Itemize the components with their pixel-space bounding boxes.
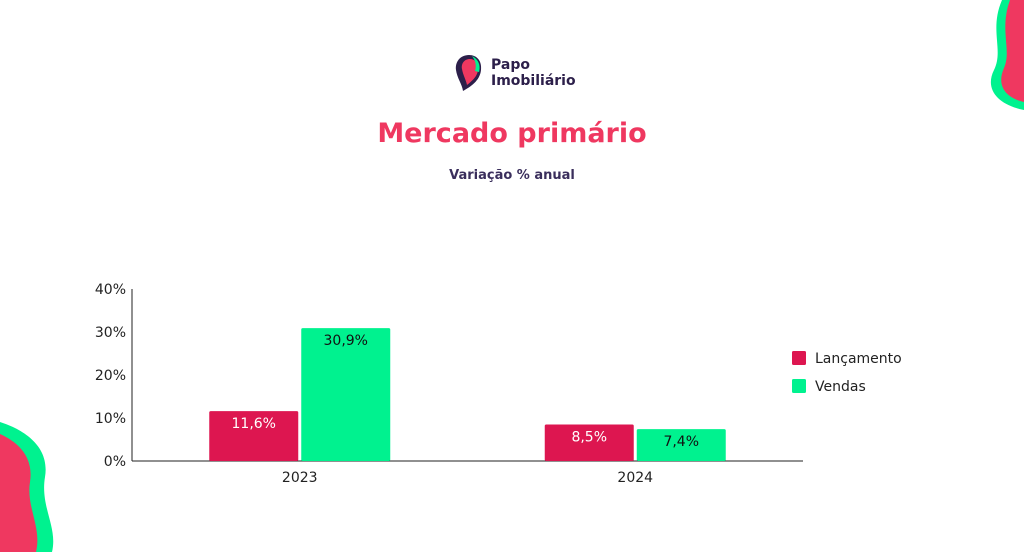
logo-line-2: Imobiliário bbox=[491, 73, 576, 89]
y-tick-label: 0% bbox=[104, 454, 126, 470]
y-tick-label: 20% bbox=[95, 368, 126, 384]
legend-swatch bbox=[792, 379, 806, 393]
data-label: 11,6% bbox=[232, 416, 276, 432]
bar-vendas-2023 bbox=[301, 328, 391, 461]
y-tick-label: 30% bbox=[95, 325, 126, 341]
y-tick-label: 40% bbox=[95, 282, 126, 298]
bar-vendas-2024 bbox=[636, 429, 726, 461]
legend-label: Vendas bbox=[815, 379, 866, 395]
x-tick-label: 2023 bbox=[282, 470, 318, 486]
legend-label: Lançamento bbox=[815, 351, 902, 367]
logo-mark-icon bbox=[455, 55, 482, 91]
decorative-wave-top-right bbox=[990, 0, 1024, 110]
chart-title: Mercado primário bbox=[377, 118, 647, 149]
y-tick-label: 10% bbox=[95, 411, 126, 427]
chart-subtitle: Variação % anual bbox=[449, 168, 575, 183]
bar-lancamento-2024 bbox=[544, 424, 634, 461]
bar-lancamento-2023 bbox=[209, 411, 299, 461]
logo-line-1: Papo bbox=[491, 57, 530, 73]
decorative-wave-bottom-left bbox=[0, 422, 54, 552]
data-label: 30,9% bbox=[324, 333, 368, 349]
data-label: 7,4% bbox=[663, 434, 699, 450]
brand-logo: Papo Imobiliário bbox=[453, 53, 576, 93]
logo-text: Papo Imobiliário bbox=[491, 57, 576, 89]
x-tick-label: 2024 bbox=[617, 470, 653, 486]
legend-swatch bbox=[792, 351, 806, 365]
data-label: 8,5% bbox=[571, 429, 607, 445]
